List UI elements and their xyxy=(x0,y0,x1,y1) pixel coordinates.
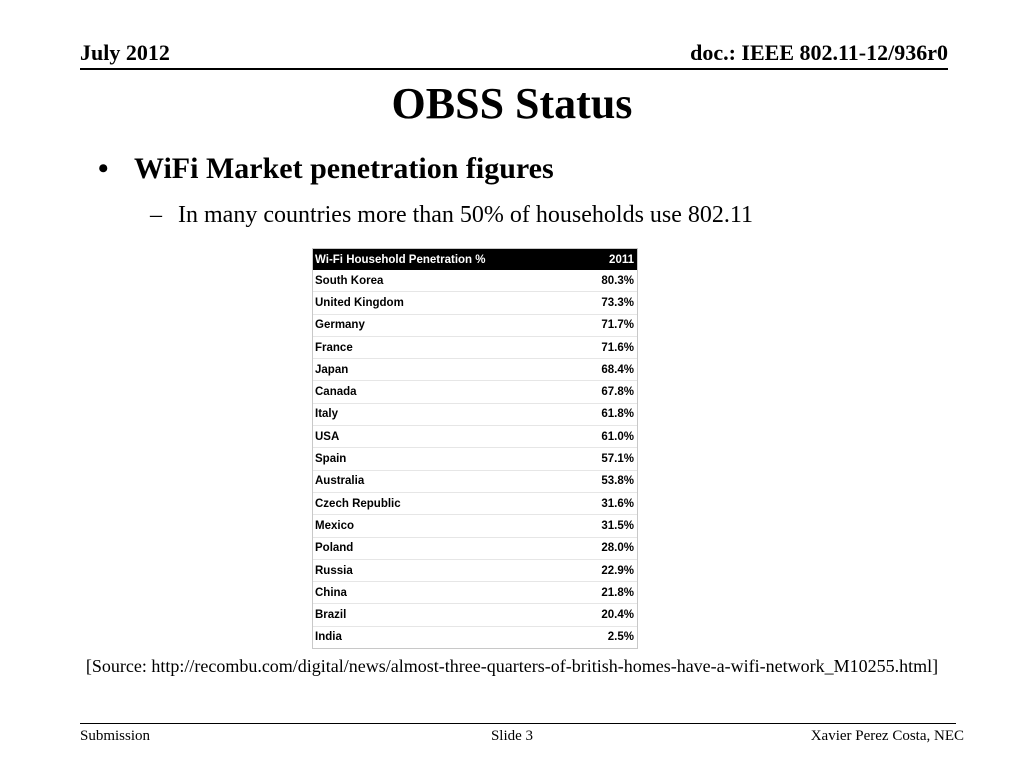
value-cell: 20.4% xyxy=(601,609,634,622)
value-cell: 71.6% xyxy=(601,341,634,354)
country-cell: Japan xyxy=(315,363,349,376)
value-cell: 80.3% xyxy=(601,274,634,287)
sub-bullet-item: – In many countries more than 50% of hous… xyxy=(150,202,753,229)
header-date: July 2012 xyxy=(80,40,170,65)
value-cell: 61.0% xyxy=(601,430,634,443)
table-header-row: Wi-Fi Household Penetration % 2011 xyxy=(313,249,637,270)
bullet-text: WiFi Market penetration figures xyxy=(134,152,554,185)
value-cell: 73.3% xyxy=(601,296,634,309)
value-cell: 21.8% xyxy=(601,586,634,599)
table-row: Italy 61.8% xyxy=(313,404,637,427)
value-cell: 68.4% xyxy=(601,363,634,376)
country-cell: China xyxy=(315,586,347,599)
country-cell: South Korea xyxy=(315,274,384,287)
sub-bullet-text: In many countries more than 50% of house… xyxy=(178,202,754,228)
wifi-penetration-table: Wi-Fi Household Penetration % 2011 South… xyxy=(312,248,638,650)
country-cell: France xyxy=(315,341,353,354)
country-cell: Australia xyxy=(315,475,365,488)
table-row: Spain 57.1% xyxy=(313,448,637,471)
table-row: China 21.8% xyxy=(313,582,637,605)
value-cell: 53.8% xyxy=(601,475,634,488)
source-citation: [Source: http://recombu.com/digital/news… xyxy=(85,656,939,676)
country-cell: Canada xyxy=(315,386,357,399)
country-cell: Spain xyxy=(315,453,347,466)
country-cell: Germany xyxy=(315,319,365,332)
value-cell: 57.1% xyxy=(601,453,634,466)
country-cell: United Kingdom xyxy=(315,296,404,309)
country-cell: India xyxy=(315,631,342,644)
table-header-label: Wi-Fi Household Penetration % xyxy=(315,253,486,266)
slide-title: OBSS Status xyxy=(391,79,633,128)
table-row: United Kingdom 73.3% xyxy=(313,292,637,315)
value-cell: 31.6% xyxy=(601,497,634,510)
footer-submission: Submission xyxy=(80,728,151,744)
table-row: Japan 68.4% xyxy=(313,359,637,382)
table-header-year: 2011 xyxy=(609,253,634,266)
value-cell: 28.0% xyxy=(601,542,634,555)
bullet-marker: • xyxy=(98,152,109,185)
bullet-item: • WiFi Market penetration figures xyxy=(98,152,554,186)
value-cell: 2.5% xyxy=(607,631,634,644)
footer-author: Xavier Perez Costa, NEC xyxy=(810,728,964,744)
table-row: Poland 28.0% xyxy=(313,538,637,560)
country-cell: Czech Republic xyxy=(315,497,401,510)
table-row: Australia 53.8% xyxy=(313,471,637,493)
country-cell: USA xyxy=(315,430,340,443)
table-row: Russia 22.9% xyxy=(313,560,637,583)
header-doc-id: doc.: IEEE 802.11-12/936r0 xyxy=(690,40,948,65)
value-cell: 22.9% xyxy=(601,564,634,577)
country-cell: Poland xyxy=(315,542,354,555)
table-row: Canada 67.8% xyxy=(313,381,637,404)
value-cell: 31.5% xyxy=(601,519,634,532)
footer-slide-number: Slide 3 xyxy=(490,728,534,744)
table-row: South Korea 80.3% xyxy=(313,270,637,293)
header-rule xyxy=(80,68,948,70)
table-row: Czech Republic 31.6% xyxy=(313,493,637,516)
value-cell: 71.7% xyxy=(601,319,634,332)
table-row: India 2.5% xyxy=(313,627,637,648)
table-row: Mexico 31.5% xyxy=(313,515,637,538)
table-row: Germany 71.7% xyxy=(313,315,637,337)
table-row: USA 61.0% xyxy=(313,426,637,449)
table-row: Brazil 20.4% xyxy=(313,604,637,627)
country-cell: Russia xyxy=(315,564,353,577)
table-row: France 71.6% xyxy=(313,337,637,360)
table-body: South Korea 80.3% United Kingdom 73.3% Germa… xyxy=(313,270,637,648)
value-cell: 61.8% xyxy=(601,408,634,421)
value-cell: 67.8% xyxy=(601,386,634,399)
country-cell: Italy xyxy=(315,408,339,421)
country-cell: Mexico xyxy=(315,519,354,532)
country-cell: Brazil xyxy=(315,609,347,622)
footer-rule xyxy=(80,723,956,724)
sub-bullet-marker: – xyxy=(150,202,162,228)
